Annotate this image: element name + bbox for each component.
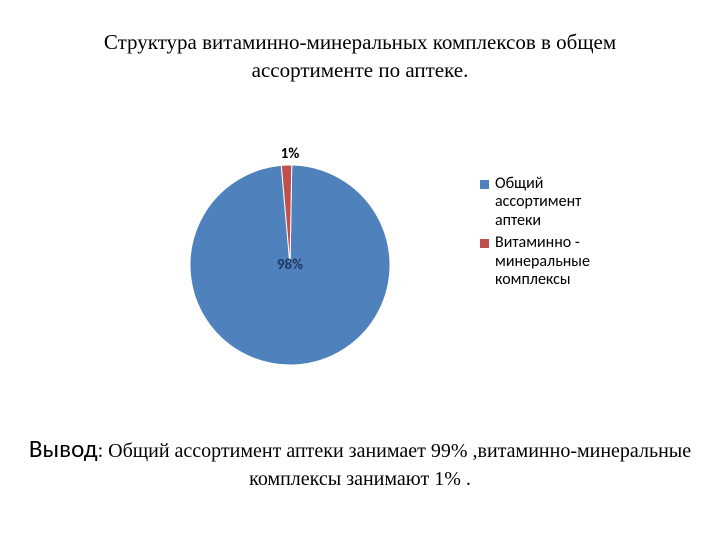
legend-text: Общий ассортимент аптеки [495, 175, 581, 230]
slide: Структура витаминно-минеральных комплекс… [0, 0, 720, 540]
legend-swatch [480, 180, 489, 189]
legend-item: Общий ассортимент аптеки [480, 175, 650, 230]
slice-label-main: 98% [277, 256, 303, 274]
legend-swatch [480, 239, 489, 248]
pie-chart: 1% 98% [160, 135, 420, 395]
legend-text: Витаминно - минеральные комплексы [495, 234, 590, 289]
slice-label-small: 1% [281, 145, 300, 163]
conclusion-body: : Общий ассортимент аптеки занимает 99% … [98, 440, 692, 490]
page-title: Структура витаминно-минеральных комплекс… [0, 28, 720, 85]
legend: Общий ассортимент аптеки Витаминно - мин… [480, 175, 650, 293]
legend-item: Витаминно - минеральные комплексы [480, 234, 650, 289]
conclusion-lead: Вывод [29, 433, 98, 464]
conclusion: Вывод: Общий ассортимент аптеки занимает… [0, 432, 720, 493]
